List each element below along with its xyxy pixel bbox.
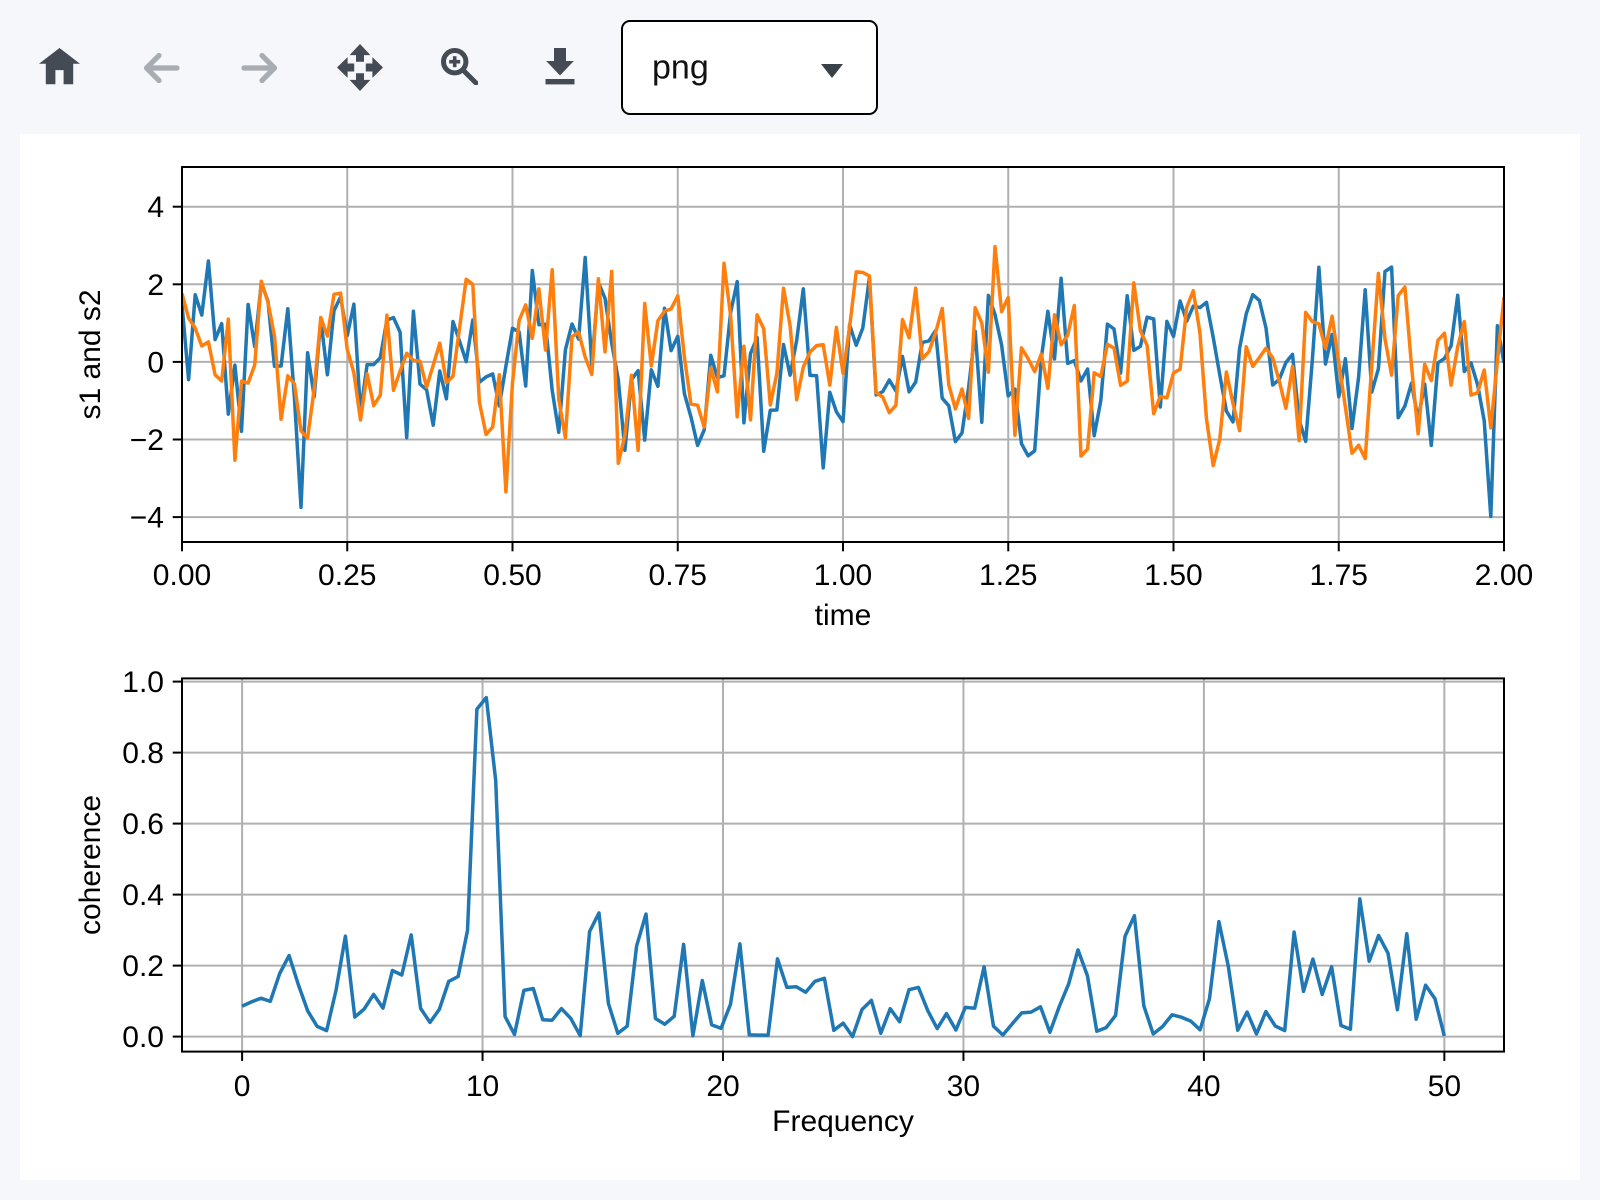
svg-text:0: 0 xyxy=(147,346,164,379)
svg-text:40: 40 xyxy=(1187,1070,1220,1103)
svg-text:s1 and s2: s1 and s2 xyxy=(74,289,107,419)
svg-text:20: 20 xyxy=(706,1070,739,1103)
svg-text:50: 50 xyxy=(1428,1070,1461,1103)
svg-text:2: 2 xyxy=(147,269,164,302)
svg-text:0.50: 0.50 xyxy=(483,559,541,592)
svg-text:0.8: 0.8 xyxy=(122,737,164,770)
svg-text:Frequency: Frequency xyxy=(772,1105,914,1138)
svg-text:0.2: 0.2 xyxy=(122,950,164,983)
svg-text:1.0: 1.0 xyxy=(122,666,164,699)
svg-text:4: 4 xyxy=(147,191,164,224)
svg-text:10: 10 xyxy=(466,1070,499,1103)
svg-text:time: time xyxy=(815,599,872,632)
svg-text:0.4: 0.4 xyxy=(122,879,164,912)
svg-text:30: 30 xyxy=(947,1070,980,1103)
svg-text:1.25: 1.25 xyxy=(979,559,1037,592)
svg-text:0.0: 0.0 xyxy=(122,1021,164,1054)
svg-text:2.00: 2.00 xyxy=(1475,559,1533,592)
svg-text:0: 0 xyxy=(234,1070,251,1103)
svg-text:0.25: 0.25 xyxy=(318,559,376,592)
svg-text:0.00: 0.00 xyxy=(153,559,211,592)
svg-text:1.50: 1.50 xyxy=(1144,559,1202,592)
svg-text:1.00: 1.00 xyxy=(814,559,872,592)
svg-text:0.6: 0.6 xyxy=(122,808,164,841)
svg-text:1.75: 1.75 xyxy=(1310,559,1368,592)
svg-text:0.75: 0.75 xyxy=(649,559,707,592)
svg-text:−4: −4 xyxy=(130,502,164,535)
svg-text:−2: −2 xyxy=(130,424,164,457)
svg-text:coherence: coherence xyxy=(74,795,107,935)
